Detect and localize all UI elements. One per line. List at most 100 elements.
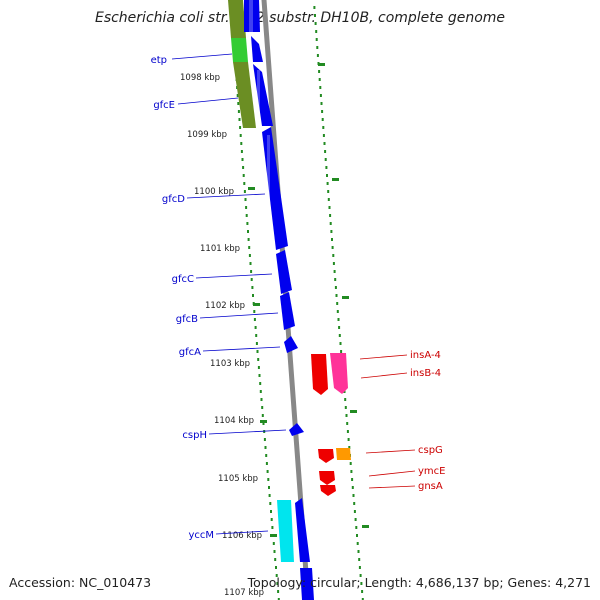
grid-dot [248,254,251,257]
reverse-label-leader [368,485,416,489]
grid-dot [239,126,242,129]
gene-highlight [257,70,260,120]
grid-dot [329,222,332,225]
grid-dot [262,422,265,425]
grid-dot [346,422,349,425]
grid-dot [245,214,248,217]
grid-dot [318,78,321,81]
kbp-tick-label: 1100 kbp [194,187,234,197]
grid-dot [360,582,363,585]
grid-dot [261,414,264,417]
reverse-gene-label: insB-4 [410,368,441,379]
grid-dot [351,478,354,481]
grid-dash [318,63,325,66]
grid-dot [325,166,328,169]
forward-gene-label: cspH [182,430,207,441]
grid-dot [335,294,338,297]
grid-dot [253,318,256,321]
grid-dot [349,462,352,465]
gene-arrow [311,354,328,395]
grid-dot [324,158,327,161]
reverse-label-leader [359,354,408,360]
grid-dot [265,454,268,457]
grid-dot [322,126,325,129]
grid-dot [354,518,357,521]
gene-highlight [267,135,270,235]
grid-dot [266,470,269,473]
grid-dot [338,326,341,329]
grid-dot [269,502,272,505]
grid-dot [239,134,242,137]
grid-dot [315,30,318,33]
grid-dot [237,102,240,105]
grid-dash [332,178,339,181]
grid-dot [361,590,364,593]
kbp-tick-label: 1107 kbp [224,588,264,598]
gene-arrow [280,292,295,330]
reverse-label-leader [365,449,416,454]
accession-label: Accession: NC_010473 [9,575,152,590]
grid-dot [277,598,280,600]
gene-arrow [336,448,351,460]
grid-dot [256,350,259,353]
gene-arrow [244,0,260,32]
grid-dot [318,70,321,73]
grid-dot [265,462,268,465]
grid-dot [330,230,333,233]
grid-dot [348,446,351,449]
grid-dot [328,206,331,209]
grid-dot [357,550,360,553]
forward-label-leader [199,312,279,319]
grid-dot [338,334,341,337]
grid-dot [332,254,335,257]
forward-gene-labels[interactable]: etp gfcE gfcD gfcC gfcB gfcA cspH yccM [151,53,287,541]
grid-dot [277,590,280,593]
grid-dot [252,294,254,297]
grid-dot [261,406,264,409]
gene-arrow [276,250,292,294]
grid-dot [275,574,278,577]
grid-dot [358,566,361,569]
forward-label-leader [186,193,266,199]
forward-label-leader [171,53,233,60]
map-title: Escherichia coli str. K-12 substr. DH10B… [94,10,506,26]
grid-dot [243,190,246,193]
grid-dot [334,278,337,281]
grid-dot [339,342,342,345]
grid-dot [332,262,335,265]
grid-dot [259,390,262,393]
grid-dot [323,142,326,145]
grid-dot [249,262,252,265]
grid-dot [336,302,339,305]
reverse-gene-label: ymcE [418,466,445,477]
grid-dot [251,286,254,289]
forward-gene-label: gfcC [172,274,194,285]
genome-summary: Topology: circular; Length: 4,686,137 bp… [247,575,591,590]
grid-dot [257,366,260,369]
gene-arrow [253,64,273,126]
forward-label-leader [215,530,269,535]
grid-dots-right [313,6,369,600]
grid-dot [314,14,316,17]
grid-dot [331,246,334,249]
kbp-tick-label: 1098 kbp [180,73,220,83]
forward-label-leader [208,429,287,435]
grid-dot [255,342,258,345]
grid-dot [270,518,273,521]
grid-dot [248,246,251,249]
reverse-gene-labels[interactable]: insA-4 insB-4 cspG ymcE gnsA [359,350,445,492]
grid-dot [359,574,362,577]
grid-dot [334,286,337,289]
forward-gene-label: gfcD [162,194,185,205]
grid-dot [267,478,270,481]
grid-dot [333,270,336,273]
gene-highlight [249,0,253,32]
gene-arrow [295,498,310,562]
gene-arrow [320,485,336,496]
grid-dot [268,486,270,489]
grid-dot [336,310,339,313]
grid-dot [361,598,364,600]
grid-dot [260,398,263,401]
gene-arrow [233,62,256,128]
